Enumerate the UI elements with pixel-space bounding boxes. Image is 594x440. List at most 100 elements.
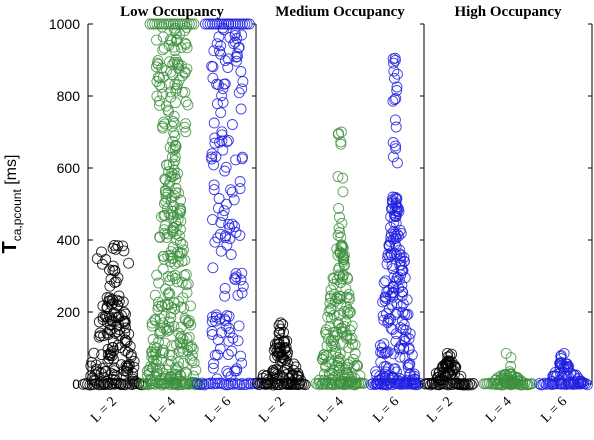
- point-l6: [221, 365, 233, 377]
- point-l6: [397, 298, 409, 310]
- point-l4: [323, 356, 334, 368]
- point-l2: [299, 379, 311, 391]
- point-l6: [213, 18, 225, 30]
- point-l4: [173, 296, 185, 308]
- point-l6: [211, 18, 223, 30]
- point-l4: [152, 58, 164, 70]
- point-l6: [225, 18, 237, 30]
- point-l6: [234, 183, 246, 195]
- point-l6: [381, 346, 393, 358]
- point-l6: [237, 76, 249, 88]
- point-l6: [399, 272, 411, 284]
- point-l4: [505, 360, 517, 372]
- point-l6: [222, 53, 234, 65]
- point-l6: [239, 18, 251, 30]
- point-l6: [209, 236, 221, 248]
- point-l4: [327, 372, 339, 384]
- point-l6: [196, 377, 208, 389]
- point-l4: [152, 71, 164, 83]
- point-l6: [219, 78, 231, 90]
- point-l4: [182, 99, 194, 111]
- point-l6: [401, 294, 413, 306]
- point-l4: [174, 18, 186, 30]
- point-l6: [227, 378, 239, 390]
- point-l6: [389, 114, 401, 126]
- point-l2: [107, 260, 119, 272]
- point-l4: [342, 305, 354, 317]
- point-l6: [234, 18, 246, 30]
- point-l6: [215, 217, 227, 228]
- point-l2: [288, 358, 300, 370]
- point-l6: [235, 103, 247, 115]
- point-l2: [268, 366, 280, 378]
- point-l4: [164, 376, 176, 388]
- point-l4: [334, 378, 346, 390]
- point-l4: [181, 287, 193, 299]
- point-l6: [208, 45, 220, 57]
- point-l6: [210, 151, 222, 163]
- point-l6: [222, 62, 234, 73]
- point-l4: [175, 205, 187, 217]
- point-l4: [170, 18, 181, 30]
- point-l6: [385, 221, 396, 233]
- point-l4: [333, 202, 345, 214]
- point-l6: [559, 361, 571, 373]
- point-l6: [558, 347, 570, 359]
- y-tick-label: 200: [57, 304, 81, 320]
- point-l4: [176, 255, 188, 267]
- point-l6: [388, 363, 400, 375]
- point-l6: [565, 368, 577, 380]
- point-l2: [433, 367, 445, 379]
- point-l6: [395, 322, 407, 334]
- point-l4: [143, 368, 155, 380]
- point-l6: [387, 372, 398, 384]
- panel-title: Low Occupancy: [120, 4, 224, 20]
- point-l4: [153, 296, 164, 308]
- y-tick-label: 0: [72, 376, 80, 392]
- point-l4: [146, 320, 158, 332]
- point-l6: [556, 378, 567, 390]
- point-l6: [226, 345, 238, 357]
- point-l4: [159, 337, 171, 349]
- point-l2: [98, 377, 110, 389]
- point-l4: [335, 126, 347, 138]
- point-l4: [156, 81, 168, 93]
- point-l4: [340, 375, 352, 387]
- point-l4: [320, 360, 332, 371]
- point-l4: [500, 347, 512, 359]
- point-l2: [261, 377, 273, 388]
- point-l4: [159, 173, 171, 185]
- point-l4: [509, 377, 521, 388]
- point-l6: [390, 249, 402, 261]
- point-l6: [207, 214, 218, 226]
- point-l4: [332, 128, 344, 140]
- point-l4: [165, 18, 177, 30]
- point-l2: [279, 336, 291, 347]
- point-l4: [168, 24, 180, 36]
- point-l2: [104, 379, 116, 391]
- point-l4: [333, 222, 345, 234]
- point-l6: [372, 375, 384, 387]
- point-l2: [103, 264, 115, 276]
- point-l6: [555, 349, 567, 361]
- point-l4: [483, 377, 495, 389]
- point-l6: [233, 320, 245, 332]
- point-l4: [187, 343, 199, 355]
- point-l2: [96, 349, 108, 361]
- point-l6: [222, 135, 234, 146]
- point-l6: [223, 322, 235, 334]
- point-l4: [161, 65, 172, 77]
- x-tick-label: L = 4: [147, 394, 179, 426]
- point-l6: [227, 18, 239, 30]
- point-l4: [337, 172, 349, 184]
- point-l2: [274, 347, 286, 359]
- point-l6: [218, 18, 230, 30]
- point-l4: [332, 293, 343, 305]
- point-l6: [236, 153, 248, 165]
- point-l2: [293, 378, 305, 390]
- point-l2: [102, 343, 114, 355]
- point-l4: [165, 249, 177, 261]
- point-l4: [158, 253, 170, 265]
- point-l6: [390, 93, 402, 104]
- point-l4: [180, 96, 192, 108]
